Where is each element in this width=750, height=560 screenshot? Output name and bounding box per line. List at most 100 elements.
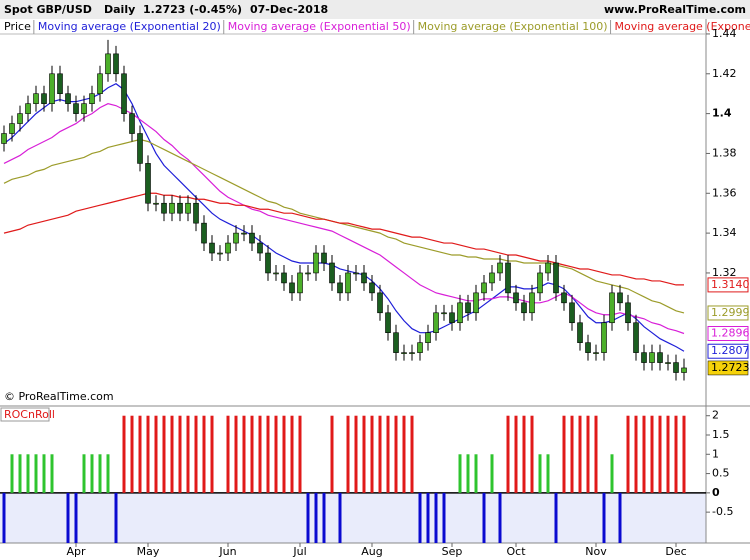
candle-body <box>9 123 15 134</box>
x-tick-label: May <box>137 545 160 558</box>
candle-body <box>321 252 327 264</box>
candle-body <box>385 312 391 334</box>
roc-bar <box>362 415 366 493</box>
roc-bar <box>658 415 662 493</box>
candle-body <box>57 73 63 94</box>
roc-bar <box>186 415 190 493</box>
roc-bar <box>146 415 150 493</box>
roc-bar <box>130 415 134 493</box>
roc-bar <box>674 415 678 493</box>
candle-body <box>681 367 687 373</box>
candle-body <box>457 302 463 324</box>
roc-bar <box>642 415 646 493</box>
candle-body <box>569 302 575 324</box>
candle-body <box>553 262 559 294</box>
candle-body <box>609 292 615 324</box>
candle-body <box>241 232 247 235</box>
last-value-label: 1.3140 <box>711 278 750 291</box>
moving-average <box>3 138 685 314</box>
roc-bar <box>410 415 414 493</box>
x-tick-label: Aug <box>361 545 382 558</box>
indicator-upper-bg <box>0 406 706 493</box>
candle-body <box>97 73 103 94</box>
roc-bar <box>114 492 118 543</box>
candle-body <box>129 113 135 134</box>
last-price-box <box>707 360 749 376</box>
candle-body <box>25 103 31 114</box>
roc-bar <box>570 415 574 493</box>
y-tick-label: 1.38 <box>712 146 737 159</box>
candle-body <box>665 362 671 364</box>
roc-bar <box>522 415 526 493</box>
candle-body <box>65 93 71 104</box>
candle-body <box>161 202 167 214</box>
y-tick-label: 1.4 <box>712 107 732 120</box>
roc-bar <box>514 415 518 493</box>
y-tick-label: 0.5 <box>712 467 730 480</box>
roc-bar <box>610 454 614 493</box>
roc-bar <box>426 492 430 543</box>
y-tick-label: -0.5 <box>712 505 733 518</box>
roc-bar <box>546 454 550 493</box>
candle-body <box>337 282 343 294</box>
roc-bar <box>162 415 166 493</box>
last-price-label: 1.2723 <box>711 361 750 374</box>
candle-body <box>465 302 471 314</box>
roc-bar <box>250 415 254 493</box>
candle-body <box>289 282 295 294</box>
candle-body <box>145 163 151 204</box>
roc-bar <box>538 454 542 493</box>
roc-bar <box>530 415 534 493</box>
roc-bar <box>562 415 566 493</box>
roc-bar <box>458 454 462 493</box>
candle-body <box>625 302 631 324</box>
roc-bar <box>82 454 86 493</box>
candle-body <box>49 73 55 104</box>
candle-body <box>137 133 143 164</box>
roc-bar <box>242 415 246 493</box>
candle-body <box>257 242 263 254</box>
candle-body <box>41 93 47 104</box>
candle-body <box>17 113 23 124</box>
candle-body <box>633 322 639 353</box>
y-tick-label: 1.44 <box>712 27 737 40</box>
y-tick-label: 1.32 <box>712 266 737 279</box>
candle-body <box>265 252 271 274</box>
y-tick-label: 1.34 <box>712 226 737 239</box>
roc-bar <box>194 415 198 493</box>
roc-bar <box>234 415 238 493</box>
roc-bar <box>282 415 286 493</box>
roc-bar <box>18 454 22 493</box>
candle-body <box>521 302 527 314</box>
indicator-label-box <box>0 407 50 422</box>
roc-bar <box>418 492 422 543</box>
candle-body <box>425 332 431 343</box>
roc-bar <box>594 415 598 493</box>
candle-body <box>233 232 239 244</box>
candle-body <box>561 292 567 304</box>
candle-body <box>641 352 647 363</box>
candle-body <box>537 272 543 294</box>
candle-body <box>73 103 79 114</box>
roc-bar <box>98 454 102 493</box>
roc-bar <box>266 415 270 493</box>
date: 07-Dec-2018 <box>250 3 328 16</box>
last-value-label: 1.2896 <box>711 326 750 339</box>
roc-bar <box>394 415 398 493</box>
roc-bar <box>682 415 686 493</box>
candle-body <box>177 202 183 214</box>
last-value-box <box>707 343 749 359</box>
candle-body <box>153 202 159 205</box>
roc-bar <box>226 415 230 493</box>
roc-bar <box>106 454 110 493</box>
candle-body <box>329 262 335 284</box>
legend-label: Moving average (Exponential 100) <box>418 20 608 33</box>
moving-average <box>3 192 684 286</box>
roc-bar <box>490 454 494 493</box>
candle-body <box>497 262 503 274</box>
roc-bar <box>2 492 6 543</box>
last-value-box <box>707 305 749 321</box>
candle-body <box>473 292 479 314</box>
roc-bar <box>170 415 174 493</box>
